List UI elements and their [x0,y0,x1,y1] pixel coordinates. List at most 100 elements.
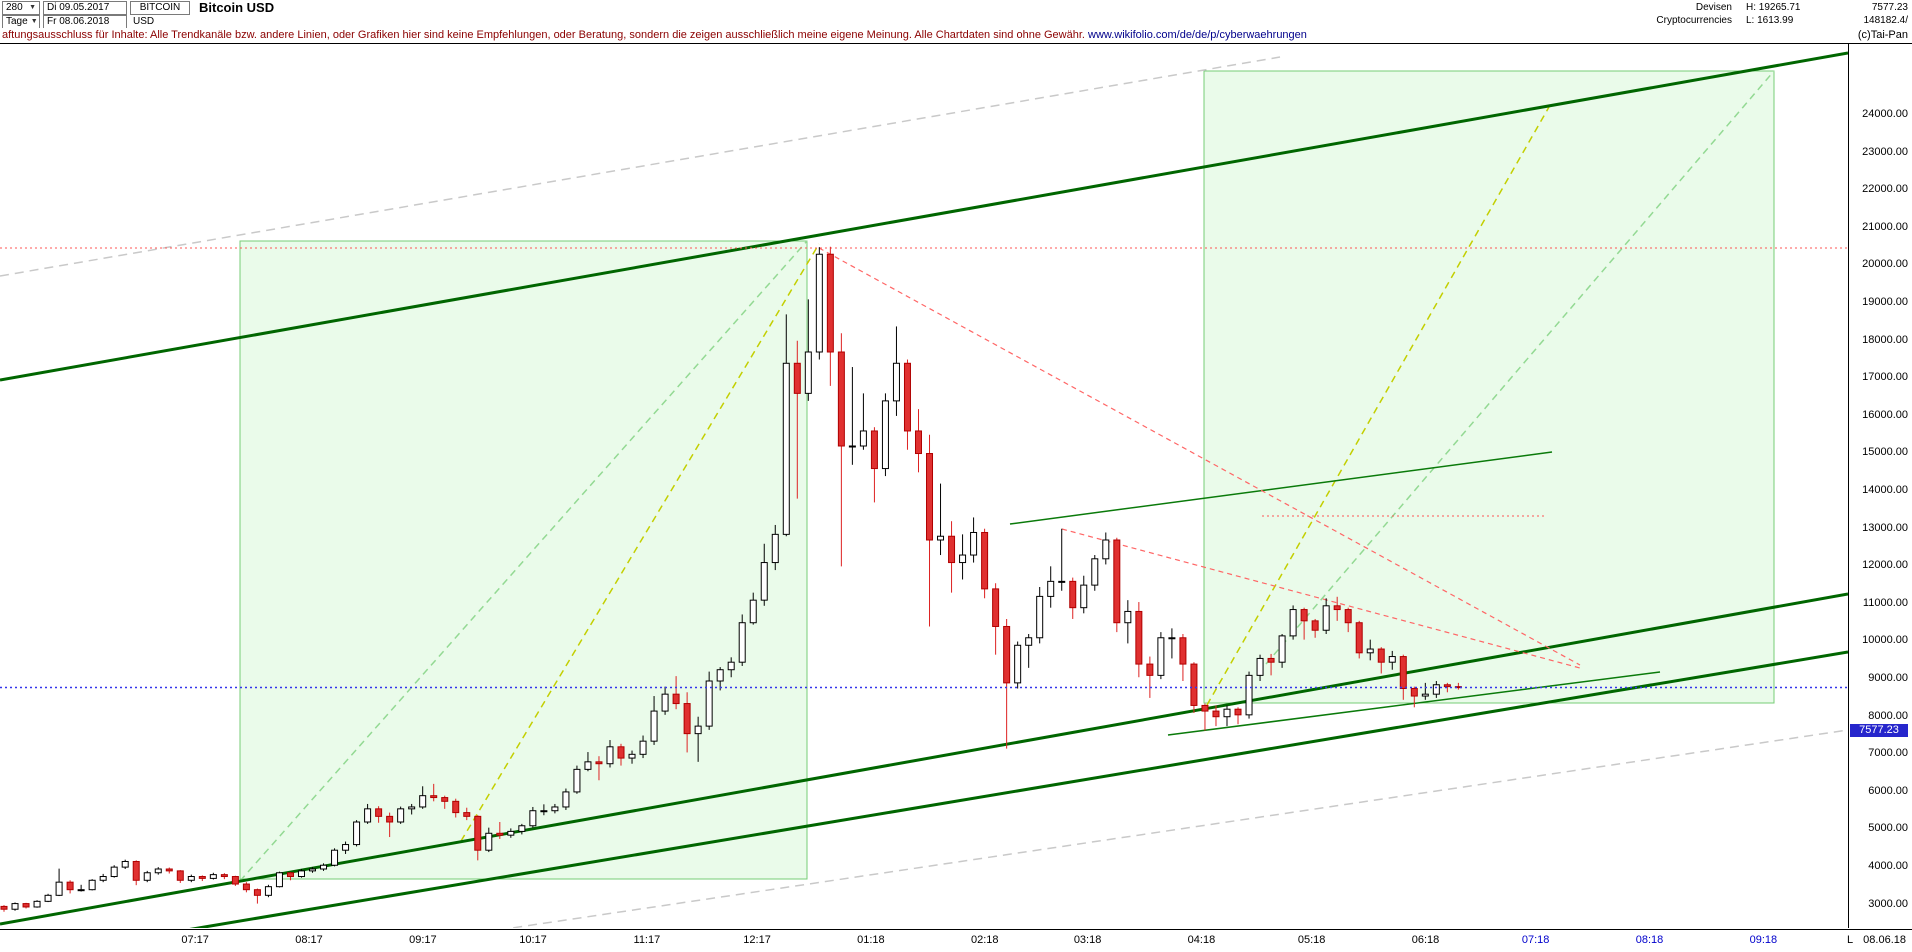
symbol-field[interactable]: BITCOIN [130,0,190,15]
candle [1091,555,1099,591]
price-axis-label: 18000.00 [1862,333,1908,346]
candle [275,871,283,888]
candle [419,786,427,809]
candle [1443,682,1451,693]
price-axis-label: 11000.00 [1862,596,1908,609]
time-axis-label: 12:17 [743,934,771,946]
candle [1322,598,1330,634]
candle [948,521,956,593]
candle [1124,600,1132,644]
interval-dropdown[interactable]: Tage ▼ [2,14,40,29]
candle [397,806,405,824]
interval-value: Tage [6,16,28,27]
rally2-projection [1206,106,1550,706]
candle [297,869,305,878]
candle [441,795,449,809]
candle [903,359,911,450]
price-axis-label: 23000.00 [1862,145,1908,158]
candle [926,434,934,627]
box2-diagonal [1265,70,1775,665]
date-to-value: Fr 08.06.2018 [47,16,110,27]
price-axis-label: 6000.00 [1868,784,1908,797]
lower-support-line [189,650,1848,928]
wikifolio-link[interactable]: www.wikifolio.com/de/de/p/cyberwaehrunge… [1088,29,1307,41]
candle [1289,605,1297,640]
candle [1190,662,1198,713]
period-dropdown[interactable]: 280 ▼ [2,0,40,15]
gray-channel-lower [506,729,1848,928]
price-axis-label: 19000.00 [1862,296,1908,308]
candle [154,867,162,875]
time-axis: L 08.06.18 07:17 08:17 09:17 10:17 11:17 12:17… [0,929,1912,952]
candle [33,900,41,908]
candle [66,880,74,894]
candle [485,827,493,853]
candle [716,667,724,691]
candle [286,872,294,881]
candle [661,686,669,715]
candle [1047,566,1055,608]
candle [507,828,515,838]
candle [1135,602,1143,678]
candle [1410,686,1418,708]
candle [198,875,206,882]
price-axis-label: 8000.00 [1868,709,1908,722]
candle [1146,656,1154,698]
candle [639,735,647,759]
price-axis-label: 17000.00 [1862,371,1908,384]
candle [1168,628,1176,659]
period-value: 280 [6,2,23,13]
candle [892,326,900,416]
candle [848,367,856,465]
candle [1201,703,1209,731]
candle [176,870,184,883]
candle [121,859,129,869]
candle [837,333,845,567]
box1-diagonal [239,240,808,882]
price-axis-label: 22000.00 [1862,183,1908,196]
candle [562,788,570,810]
price-axis-label: 13000.00 [1862,521,1908,534]
candle [1058,528,1066,591]
candle [959,534,967,580]
price-chart [0,51,1848,928]
date-to-field[interactable]: Fr 08.06.2018 [43,14,127,29]
candle [518,823,526,835]
candle [11,902,19,911]
candle [1278,634,1286,668]
price-axis-label: 10000.00 [1862,634,1908,647]
date-from-field[interactable]: Di 09.05.2017 [43,0,127,15]
candle [992,583,1000,655]
candle [1355,620,1363,659]
candle [606,740,614,768]
last-date-label: L 08.06.18 [1847,934,1906,946]
candle [1344,607,1352,633]
upper-channel-line [0,51,1848,382]
candle [1212,705,1220,727]
candle [738,614,746,666]
candle [628,750,636,764]
candle [353,820,361,847]
period-low-label: L: 1613.99 [1746,15,1794,26]
candle [937,483,945,556]
last-date-value: 08.06.18 [1863,934,1906,946]
candle [804,299,812,401]
candle [187,874,195,883]
candle [672,676,680,710]
candle [408,803,416,815]
candle [584,752,592,772]
price-axis-label: 21000.00 [1862,220,1908,233]
candle [1388,650,1396,670]
time-axis-label: 03:18 [1073,934,1102,946]
downtrend-from-peak [818,247,1581,666]
candle [1102,532,1110,565]
last-price-label: 7577.23 [1871,2,1908,13]
gray-channel-upper [0,56,1281,277]
candle [1113,537,1121,633]
price-axis-label: 4000.00 [1868,860,1908,872]
time-axis-label: 05:18 [1297,934,1326,946]
candle [826,246,834,386]
candle [1157,632,1165,680]
candle [1223,705,1231,727]
